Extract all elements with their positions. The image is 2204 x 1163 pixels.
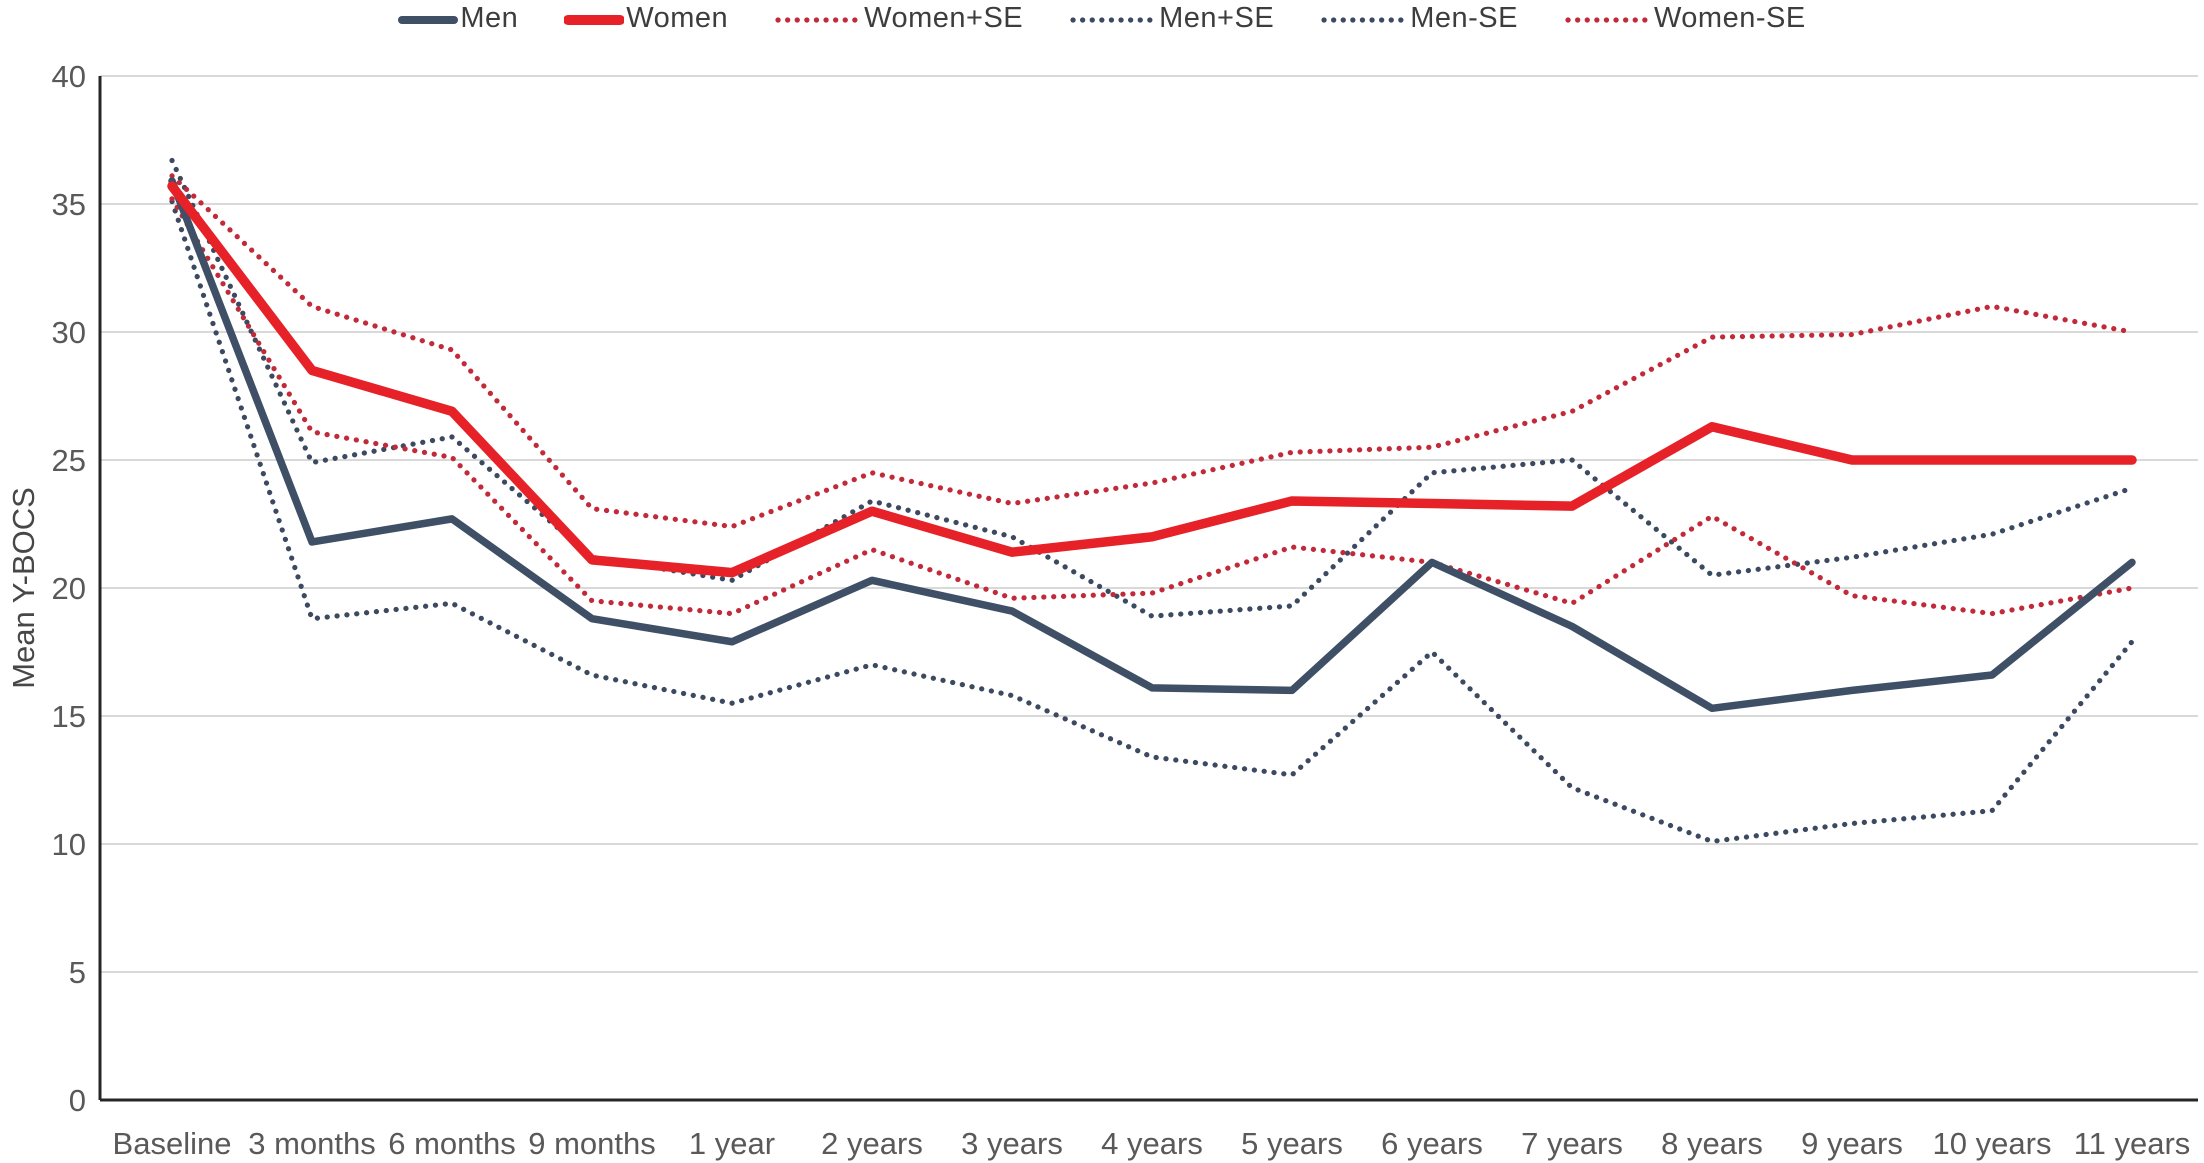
y-tick-label: 40: [52, 59, 86, 94]
x-tick-label: 6 months: [388, 1126, 516, 1161]
x-tick-label: 4 years: [1101, 1126, 1203, 1161]
y-tick-label: 25: [52, 443, 86, 478]
x-tick-label: 11 years: [2074, 1126, 2191, 1161]
x-tick-label: 2 years: [821, 1126, 923, 1161]
women-minus-se-line: [169, 196, 2135, 617]
x-tick-label: 3 months: [248, 1126, 376, 1161]
women-plus-se-line: [169, 173, 2135, 530]
x-tick-label: 7 years: [1521, 1126, 1623, 1161]
y-tick-label: 30: [52, 315, 86, 350]
y-tick-label: 15: [52, 699, 86, 734]
x-tick-label: Baseline: [113, 1126, 232, 1161]
y-axis-title: Mean Y-BOCS: [6, 487, 41, 689]
y-tick-label: 5: [69, 955, 86, 990]
y-tick-label: 10: [52, 827, 86, 862]
x-tick-label: 8 years: [1661, 1126, 1763, 1161]
men-minus-se-line: [169, 198, 2135, 845]
x-tick-label: 10 years: [1933, 1126, 2052, 1161]
x-tick-label: 1 year: [689, 1126, 775, 1161]
y-tick-label: 20: [52, 571, 86, 606]
x-tick-label: 3 years: [961, 1126, 1063, 1161]
x-tick-label: 6 years: [1381, 1126, 1483, 1161]
y-tick-label: 0: [69, 1083, 86, 1118]
y-tick-label: 35: [52, 187, 86, 222]
men-plus-se-line: [169, 157, 2135, 619]
x-tick-label: 5 years: [1241, 1126, 1343, 1161]
women-line: [167, 181, 2137, 578]
men-line: [168, 177, 2136, 713]
x-tick-label: 9 months: [528, 1126, 656, 1161]
x-tick-label: 9 years: [1801, 1126, 1903, 1161]
